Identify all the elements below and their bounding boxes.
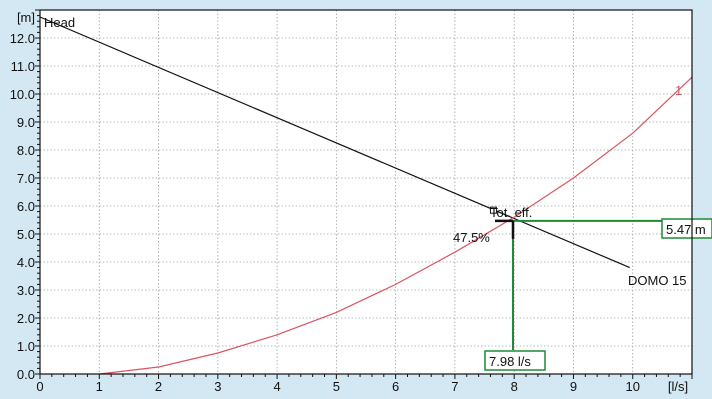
y-tick-label: 4.0 xyxy=(17,255,35,270)
system-curve-label: 1 xyxy=(675,83,682,98)
y-tick-label: 12.0 xyxy=(10,31,35,46)
x-tick-label: 2 xyxy=(155,379,162,394)
y-axis-unit: [m] xyxy=(17,10,35,25)
x-tick-label: 8 xyxy=(511,379,518,394)
y-tick-label: 10.0 xyxy=(10,87,35,102)
y-tick-label: 7.0 xyxy=(17,171,35,186)
x-tick-label: 5 xyxy=(333,379,340,394)
y-tick-label: 1.0 xyxy=(17,339,35,354)
x-tick-label: 1 xyxy=(96,379,103,394)
efficiency-value: 47.5% xyxy=(453,230,490,245)
x-tick-label: 0 xyxy=(36,379,43,394)
y-tick-label: 0.0 xyxy=(17,367,35,382)
flow-value-label: 7.98 l/s xyxy=(489,354,531,369)
y-tick-label: 9.0 xyxy=(17,115,35,130)
x-tick-label: 3 xyxy=(214,379,221,394)
efficiency-label: Tot. eff. xyxy=(490,205,532,220)
y-tick-label: 3.0 xyxy=(17,283,35,298)
plot-area xyxy=(40,10,692,374)
y-tick-label: 11.0 xyxy=(11,59,35,74)
x-axis-unit: [l/s] xyxy=(668,379,688,394)
y-tick-label: 5.0 xyxy=(17,227,35,242)
x-tick-label: 10 xyxy=(625,379,639,394)
x-tick-label: 9 xyxy=(570,379,577,394)
pump-label: DOMO 15 xyxy=(628,273,687,288)
x-tick-label: 7 xyxy=(451,379,458,394)
x-tick-label: 6 xyxy=(392,379,399,394)
x-tick-label: 4 xyxy=(273,379,280,394)
head-label: Head xyxy=(44,15,75,30)
y-tick-label: 2.0 xyxy=(17,311,35,326)
y-tick-label: 6.0 xyxy=(17,199,35,214)
y-tick-label: 8.0 xyxy=(17,143,35,158)
head-value-label: 5.47 m xyxy=(666,222,706,237)
